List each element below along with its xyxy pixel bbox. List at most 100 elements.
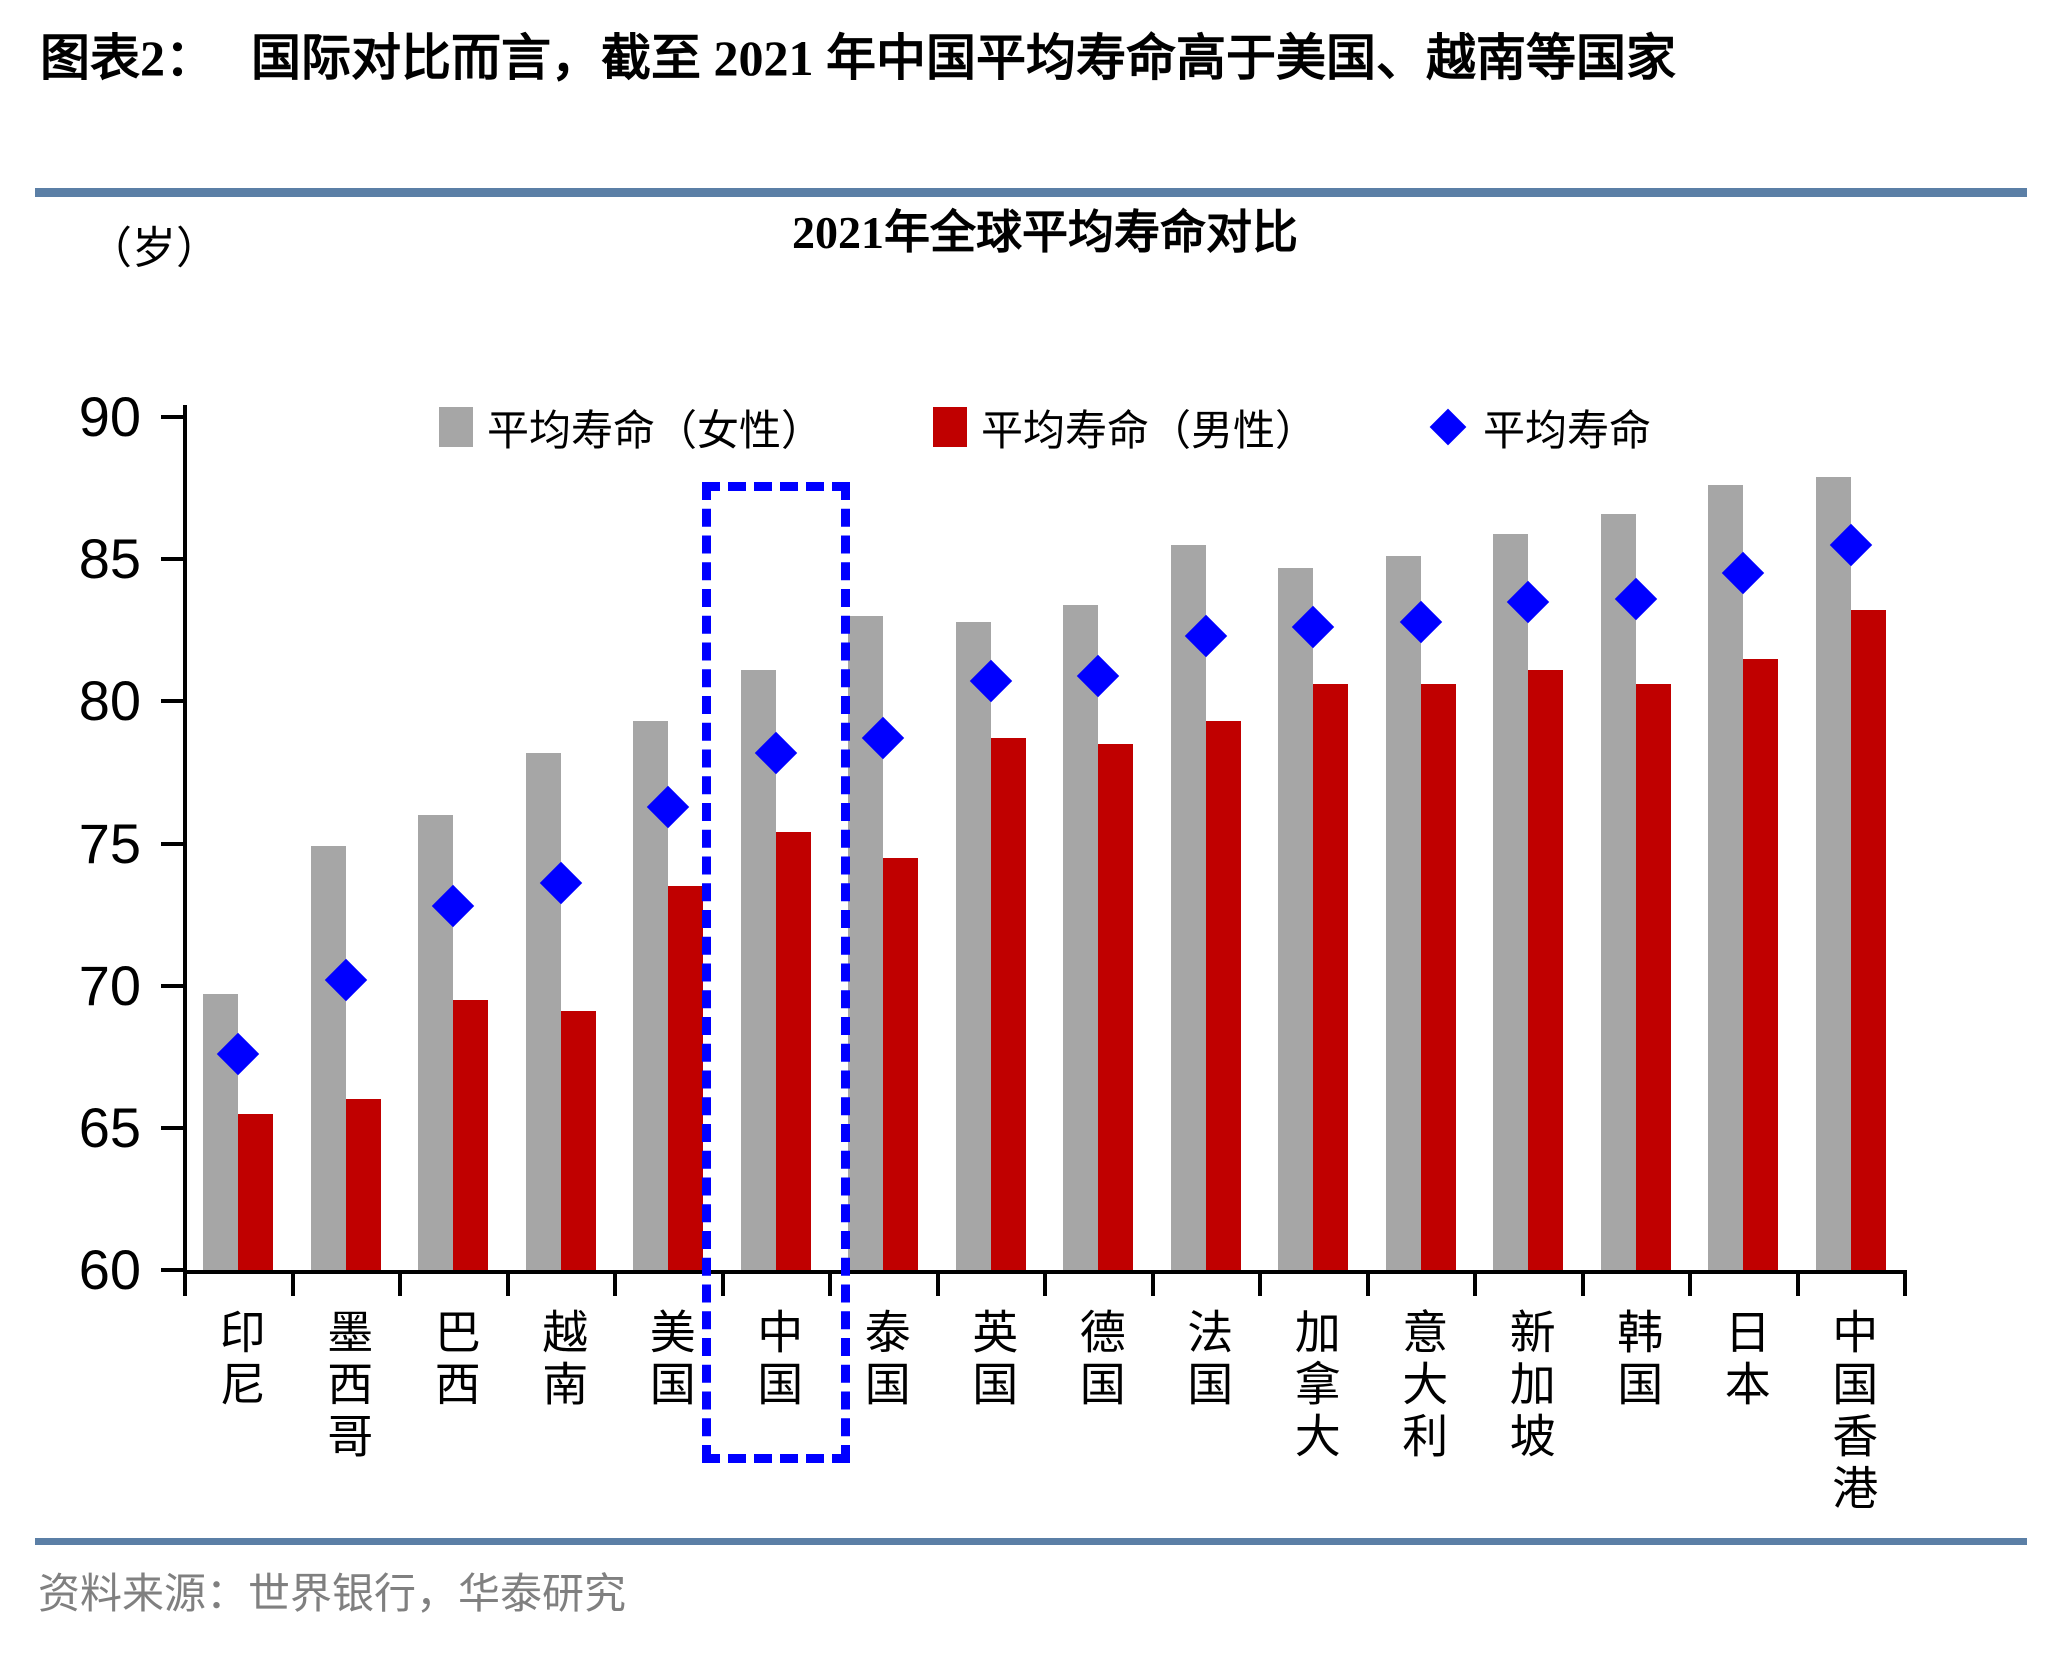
y-tick-label: 75 [78, 811, 141, 875]
y-tick-label: 85 [78, 527, 141, 591]
y-tick [161, 415, 183, 419]
bar-female [418, 815, 453, 1270]
y-tick [161, 841, 183, 846]
x-tick [1150, 1274, 1155, 1296]
bar-female [1493, 533, 1528, 1270]
bar-female [1385, 556, 1421, 1270]
highlight-box [702, 482, 851, 1463]
y-axis-line [183, 405, 187, 1274]
bar-female [203, 994, 238, 1270]
bar-male [775, 832, 811, 1270]
y-tick-label: 65 [78, 1095, 141, 1159]
y-tick-label: 90 [78, 385, 141, 448]
x-tick [1795, 1274, 1800, 1296]
x-tick [1688, 1274, 1692, 1296]
figure-label: 图表2： [40, 30, 215, 86]
y-tick [161, 983, 183, 988]
bar-female [1063, 604, 1098, 1270]
figure-title-text: 国际对比而言，截至 2021 年中国平均寿命高于美国、越南等国家 [251, 30, 1676, 86]
x-tick [1365, 1274, 1370, 1296]
x-axis-label: 德国 [1073, 1308, 1125, 1412]
x-tick [398, 1274, 402, 1296]
x-axis-label: 墨西哥 [321, 1308, 373, 1464]
bar-male [1635, 684, 1671, 1270]
bar-male [1420, 684, 1456, 1270]
bar-male [345, 1099, 381, 1270]
source-note: 资料来源：世界银行，华泰研究 [38, 1572, 627, 1618]
legend-item-male: 平均寿命（男性） [932, 397, 1317, 458]
chart-title: 2021年全球平均寿命对比 [792, 207, 1298, 258]
bar-male [1850, 610, 1886, 1270]
legend-item-female: 平均寿命（女性） [438, 397, 823, 458]
y-tick [161, 699, 183, 704]
bar-male [990, 738, 1026, 1270]
x-tick [1473, 1274, 1477, 1296]
x-tick [183, 1274, 187, 1296]
x-axis-label: 英国 [966, 1308, 1018, 1412]
x-axis-line [183, 1270, 1907, 1274]
bar-male [1528, 670, 1563, 1270]
bottom-divider-rule [35, 1538, 2027, 1545]
x-axis-label: 美国 [643, 1308, 695, 1412]
x-tick [935, 1274, 940, 1296]
x-axis-label: 泰国 [858, 1308, 910, 1412]
y-tick-label: 70 [78, 953, 141, 1017]
x-axis-label: 韩国 [1611, 1308, 1663, 1412]
x-axis-label: 意大利 [1396, 1308, 1448, 1464]
bar-female [525, 752, 561, 1270]
bar-female [740, 670, 776, 1270]
bar-male [453, 999, 488, 1270]
x-axis-label: 印尼 [213, 1308, 265, 1412]
legend-label-average: 平均寿命 [1483, 408, 1652, 455]
x-tick [505, 1274, 510, 1296]
bar-female [1278, 567, 1313, 1270]
x-tick [290, 1274, 295, 1296]
x-tick [1258, 1274, 1262, 1296]
y-tick [161, 557, 183, 562]
bar-female [1170, 544, 1206, 1270]
male-bar-swatch-icon [932, 407, 967, 447]
bar-male [668, 886, 703, 1270]
x-tick [720, 1274, 725, 1296]
x-axis-label: 加拿大 [1288, 1308, 1340, 1464]
x-axis-label: 中国香港 [1826, 1308, 1878, 1516]
y-tick-label: 60 [78, 1238, 141, 1301]
legend-label-male: 平均寿命（男性） [980, 408, 1317, 455]
y-tick-label: 80 [78, 669, 141, 733]
y-tick [161, 1125, 183, 1130]
x-tick [613, 1274, 617, 1296]
bar-male [1313, 684, 1348, 1270]
figure-title: 图表2： 国际对比而言，截至 2021 年中国平均寿命高于美国、越南等国家 [40, 6, 2030, 110]
chart-legend: 平均寿命（女性） 平均寿命（男性） 平均寿命 [185, 392, 1905, 462]
x-axis-label: 越南 [536, 1308, 588, 1412]
bar-female [955, 621, 991, 1270]
bar-female [310, 846, 346, 1270]
x-axis-label: 法国 [1181, 1308, 1233, 1412]
bar-male [238, 1113, 273, 1270]
x-axis-label: 日本 [1718, 1308, 1770, 1412]
bar-male [560, 1011, 596, 1270]
x-axis-label: 新加坡 [1503, 1308, 1555, 1464]
bar-female [1708, 485, 1743, 1270]
legend-label-female: 平均寿命（女性） [486, 408, 823, 455]
x-axis-label: 中国 [751, 1308, 803, 1412]
bar-male [1743, 658, 1778, 1270]
x-tick [828, 1274, 832, 1296]
bar-female [1600, 513, 1636, 1270]
y-axis-unit-label: （岁） [88, 224, 220, 273]
x-tick [1580, 1274, 1585, 1296]
x-tick [1903, 1274, 1907, 1296]
x-axis-label: 巴西 [428, 1308, 480, 1412]
bar-female [848, 616, 883, 1270]
bar-male [1205, 721, 1241, 1270]
x-tick [1043, 1274, 1047, 1296]
legend-item-average: 平均寿命 [1427, 397, 1651, 458]
bar-female [1815, 476, 1851, 1270]
bar-male [883, 857, 918, 1270]
top-divider-rule [35, 188, 2027, 197]
female-bar-swatch-icon [438, 407, 473, 447]
bar-male [1098, 743, 1133, 1270]
y-tick [161, 1268, 183, 1272]
